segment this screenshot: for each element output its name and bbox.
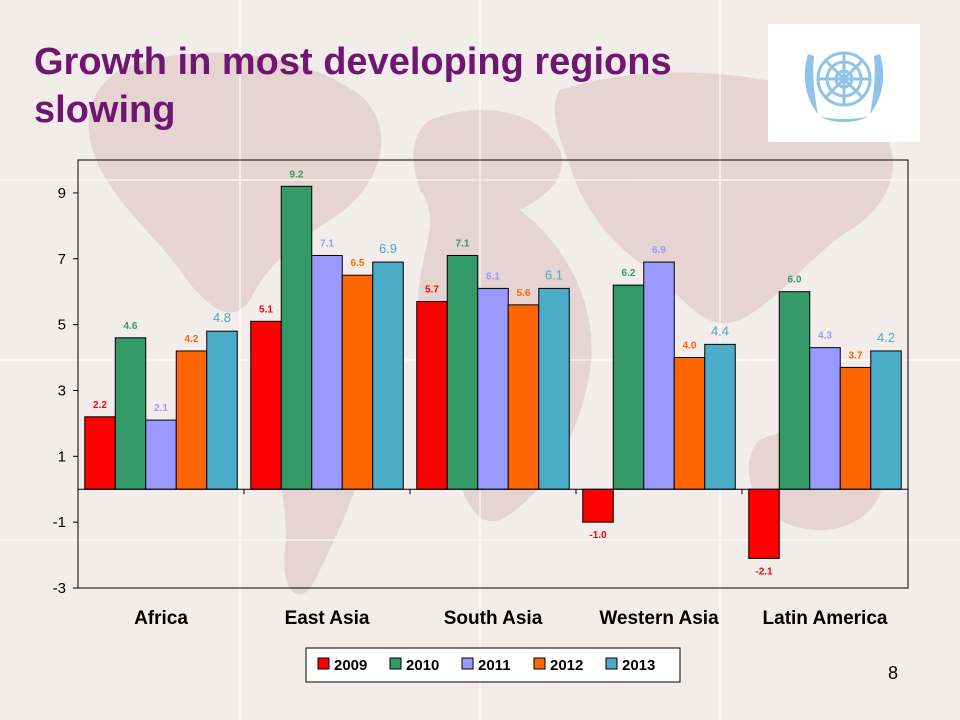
page-number: 8 xyxy=(888,663,899,683)
bar xyxy=(582,488,614,523)
bar-value-label: 2.1 xyxy=(154,403,168,414)
legend-swatch xyxy=(533,657,546,670)
bar xyxy=(416,301,448,490)
bar xyxy=(145,419,177,490)
bar xyxy=(477,287,509,490)
bar-value-label: -1.0 xyxy=(589,530,607,541)
bar-value-label: -2.1 xyxy=(755,566,773,577)
bar xyxy=(114,337,147,490)
bar xyxy=(809,347,841,490)
bar-value-label: 9.2 xyxy=(290,169,304,180)
bar-value-label: 5.7 xyxy=(425,285,439,296)
bar-value-label: 4.6 xyxy=(124,321,138,332)
bar-value-label: 4.3 xyxy=(818,331,832,342)
bar xyxy=(446,254,479,490)
legend-entry: 2009 xyxy=(334,657,367,674)
bar-value-label: 6.2 xyxy=(622,268,636,279)
bar-value-label: 5.1 xyxy=(259,304,273,315)
y-tick-label: 9 xyxy=(58,185,66,202)
bar xyxy=(372,261,404,490)
y-tick-label: 5 xyxy=(58,317,66,334)
bar-value-label: 6.9 xyxy=(379,241,397,256)
legend-swatch xyxy=(317,657,330,670)
legend: 2009 2010 2011 2012 2013 xyxy=(305,647,681,683)
plot-area xyxy=(77,159,909,589)
bar xyxy=(280,185,313,490)
bar-value-label: 6.9 xyxy=(652,245,666,256)
bar xyxy=(839,366,872,490)
north-america-shape xyxy=(88,52,382,313)
bar xyxy=(311,254,343,490)
data-labels: 2.2 4.6 2.1 4.2 4.8 5.1 9.2 7.1 6.5 6.9 5.7 7.1 6.1 5… xyxy=(93,169,895,577)
bar-value-label: 7.1 xyxy=(456,238,470,249)
bar-value-label: 6.0 xyxy=(788,275,802,286)
bar xyxy=(175,350,208,490)
bar xyxy=(538,287,570,490)
legend-entry: 2010 xyxy=(406,657,439,674)
bar-value-label: 4.4 xyxy=(711,323,729,338)
legend-swatch xyxy=(461,657,474,670)
bar-value-label: 6.5 xyxy=(351,258,365,269)
united-nations-emblem-icon xyxy=(768,24,920,142)
category-label: Western Asia xyxy=(599,608,719,629)
bar-value-label: 7.1 xyxy=(320,238,334,249)
bar xyxy=(748,488,780,559)
bar xyxy=(778,291,811,490)
bar-value-label: 6.1 xyxy=(545,267,563,282)
bar-value-label: 4.2 xyxy=(877,330,895,345)
y-tick-label: -1 xyxy=(53,514,66,531)
y-tick-label: -3 xyxy=(53,580,66,597)
bar-value-label: 4.0 xyxy=(683,341,697,352)
bar-value-label: 4.8 xyxy=(213,310,231,325)
slide-title: Growth in most developing regions slowin… xyxy=(34,41,672,131)
x-axis: Africa East Asia South Asia Western Asia Lat… xyxy=(134,489,888,629)
legend-swatch xyxy=(389,657,402,670)
category-label: Africa xyxy=(134,608,188,629)
bar-value-label: 5.6 xyxy=(517,288,531,299)
y-axis: 9 7 5 3 1 -1 -3 xyxy=(53,185,78,597)
y-tick-label: 3 xyxy=(58,382,66,399)
bar-value-label: 6.1 xyxy=(486,271,500,282)
bar-value-label: 4.2 xyxy=(185,334,199,345)
bar-series xyxy=(84,185,902,559)
bar xyxy=(250,320,282,490)
legend-swatch xyxy=(605,657,618,670)
bar-value-label: 2.2 xyxy=(93,400,107,411)
legend-entry: 2011 xyxy=(478,657,511,674)
legend-entry: 2013 xyxy=(622,657,655,674)
legend-box xyxy=(305,647,681,683)
bar xyxy=(341,274,374,490)
y-tick-label: 7 xyxy=(58,251,66,268)
bar xyxy=(507,304,540,490)
bar xyxy=(643,261,675,490)
legend-entry: 2012 xyxy=(550,657,583,674)
bar-value-label: 3.7 xyxy=(849,350,863,361)
bar xyxy=(84,416,116,490)
bar xyxy=(612,284,645,490)
bar xyxy=(673,357,706,490)
category-label: East Asia xyxy=(285,608,370,629)
category-label: Latin America xyxy=(763,608,888,629)
y-tick-label: 1 xyxy=(58,448,66,465)
bar xyxy=(870,350,902,490)
category-label: South Asia xyxy=(444,608,543,629)
bar xyxy=(206,330,238,490)
bar xyxy=(704,343,736,490)
